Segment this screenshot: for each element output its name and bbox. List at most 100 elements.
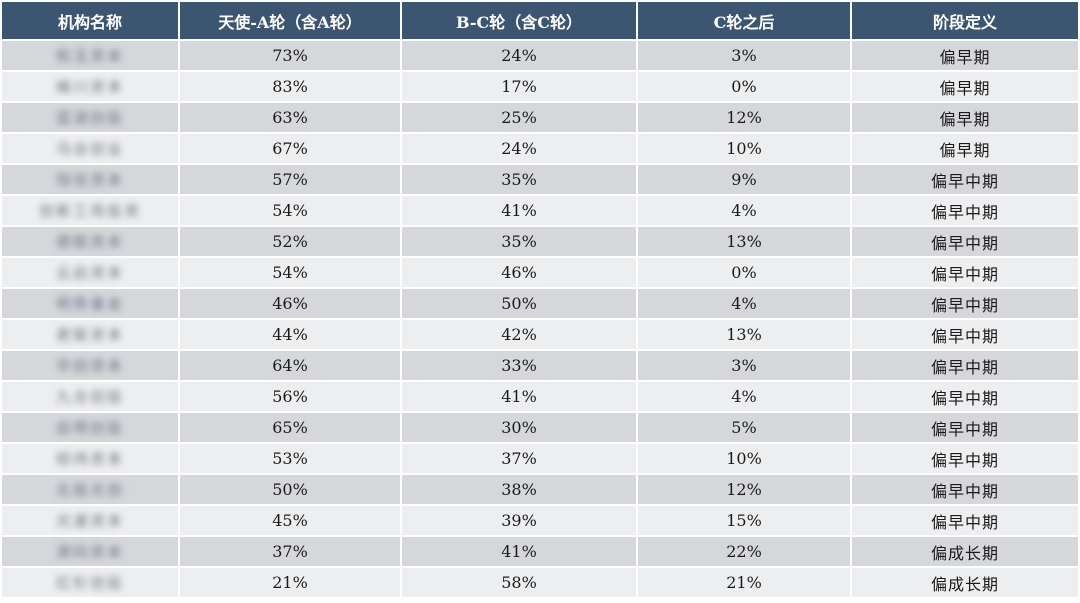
cell-institution-name: 蓝湖创投 — [2, 103, 178, 132]
cell-stage: 偏早中期 — [852, 227, 1078, 256]
cell-b-c: 35% — [402, 165, 636, 194]
cell-b-c: 35% — [402, 227, 636, 256]
header-stage: 阶段定义 — [852, 2, 1078, 39]
blurred-institution-name: 光速资本 — [55, 512, 124, 530]
header-after-c: C轮之后 — [638, 2, 850, 39]
cell-b-c: 37% — [402, 444, 636, 473]
cell-institution-name: 光速资本 — [2, 506, 178, 535]
blurred-institution-name: 峰川资本 — [55, 78, 124, 96]
cell-institution-name: 恒信资本 — [2, 165, 178, 194]
cell-institution-name: 红杉创投 — [2, 568, 178, 597]
cell-after-c: 13% — [638, 320, 850, 349]
blurred-institution-name: 创新工场投资 — [38, 202, 141, 220]
cell-after-c: 3% — [638, 351, 850, 380]
cell-b-c: 38% — [402, 475, 636, 504]
blurred-institution-name: 乌谷创业 — [55, 140, 124, 158]
cell-after-c: 12% — [638, 475, 850, 504]
cell-angel-a: 64% — [180, 351, 400, 380]
cell-angel-a: 37% — [180, 537, 400, 566]
cell-after-c: 4% — [638, 196, 850, 225]
cell-institution-name: 经纬资本 — [2, 444, 178, 473]
cell-institution-name: 华创资本 — [2, 351, 178, 380]
cell-institution-name: 君联资本 — [2, 320, 178, 349]
table-row: 九合创投 56% 41% 4% 偏早中期 — [2, 382, 1078, 411]
cell-after-c: 12% — [638, 103, 850, 132]
cell-stage: 偏早中期 — [852, 475, 1078, 504]
cell-angel-a: 67% — [180, 134, 400, 163]
cell-after-c: 0% — [638, 72, 850, 101]
blurred-institution-name: 红杉创投 — [55, 574, 124, 592]
cell-after-c: 3% — [638, 41, 850, 70]
blurred-institution-name: 恒信资本 — [55, 171, 124, 189]
cell-after-c: 0% — [638, 258, 850, 287]
cell-stage: 偏早中期 — [852, 413, 1078, 442]
cell-institution-name: 云启资本 — [2, 258, 178, 287]
cell-b-c: 39% — [402, 506, 636, 535]
blurred-institution-name: 启明创投 — [55, 419, 124, 437]
cell-stage: 偏早中期 — [852, 165, 1078, 194]
cell-b-c: 17% — [402, 72, 636, 101]
blurred-institution-name: 明势基金 — [55, 295, 124, 313]
cell-institution-name: 源码资本 — [2, 537, 178, 566]
cell-stage: 偏早期 — [852, 134, 1078, 163]
cell-after-c: 4% — [638, 289, 850, 318]
cell-stage: 偏早中期 — [852, 258, 1078, 287]
cell-b-c: 46% — [402, 258, 636, 287]
cell-stage: 偏早中期 — [852, 506, 1078, 535]
header-institution: 机构名称 — [2, 2, 178, 39]
table-row: 恒信资本 57% 35% 9% 偏早中期 — [2, 165, 1078, 194]
cell-stage: 偏早中期 — [852, 320, 1078, 349]
cell-b-c: 24% — [402, 134, 636, 163]
cell-b-c: 41% — [402, 382, 636, 411]
table-row: 君联资本 44% 42% 13% 偏早中期 — [2, 320, 1078, 349]
cell-stage: 偏早期 — [852, 41, 1078, 70]
blurred-institution-name: 和玉资本 — [55, 47, 124, 65]
cell-stage: 偏早中期 — [852, 382, 1078, 411]
cell-b-c: 41% — [402, 537, 636, 566]
table-row: 光速资本 45% 39% 15% 偏早中期 — [2, 506, 1078, 535]
cell-institution-name: 明势基金 — [2, 289, 178, 318]
cell-b-c: 24% — [402, 41, 636, 70]
table-row: 和玉资本 73% 24% 3% 偏早期 — [2, 41, 1078, 70]
table-row: 云启资本 54% 46% 0% 偏早中期 — [2, 258, 1078, 287]
cell-after-c: 13% — [638, 227, 850, 256]
header-b-c: B-C轮（含C轮） — [402, 2, 636, 39]
blurred-institution-name: 蓝湖创投 — [55, 109, 124, 127]
blurred-institution-name: 华创资本 — [55, 357, 124, 375]
cell-after-c: 10% — [638, 134, 850, 163]
cell-institution-name: 北极光创 — [2, 475, 178, 504]
header-row: 机构名称 天使-A轮（含A轮） B-C轮（含C轮） C轮之后 阶段定义 — [2, 2, 1078, 39]
cell-stage: 偏早中期 — [852, 444, 1078, 473]
cell-after-c: 5% — [638, 413, 850, 442]
cell-angel-a: 50% — [180, 475, 400, 504]
cell-b-c: 41% — [402, 196, 636, 225]
cell-stage: 偏早期 — [852, 72, 1078, 101]
table-row: 红杉创投 21% 58% 21% 偏成长期 — [2, 568, 1078, 597]
blurred-institution-name: 源码资本 — [55, 543, 124, 561]
cell-b-c: 42% — [402, 320, 636, 349]
cell-stage: 偏早期 — [852, 103, 1078, 132]
table-row: 源码资本 37% 41% 22% 偏成长期 — [2, 537, 1078, 566]
cell-stage: 偏成长期 — [852, 537, 1078, 566]
cell-b-c: 30% — [402, 413, 636, 442]
cell-after-c: 9% — [638, 165, 850, 194]
cell-b-c: 58% — [402, 568, 636, 597]
header-angel-a: 天使-A轮（含A轮） — [180, 2, 400, 39]
cell-after-c: 15% — [638, 506, 850, 535]
cell-stage: 偏成长期 — [852, 568, 1078, 597]
cell-stage: 偏早中期 — [852, 351, 1078, 380]
cell-after-c: 10% — [638, 444, 850, 473]
table-row: 启明创投 65% 30% 5% 偏早中期 — [2, 413, 1078, 442]
table-body: 和玉资本 73% 24% 3% 偏早期 峰川资本 83% 17% 0% 偏早期 蓝湖创投 63% 25%… — [2, 41, 1078, 597]
cell-angel-a: 57% — [180, 165, 400, 194]
cell-angel-a: 53% — [180, 444, 400, 473]
cell-stage: 偏早中期 — [852, 289, 1078, 318]
cell-angel-a: 83% — [180, 72, 400, 101]
cell-after-c: 22% — [638, 537, 850, 566]
cell-b-c: 33% — [402, 351, 636, 380]
table-row: 明势基金 46% 50% 4% 偏早中期 — [2, 289, 1078, 318]
cell-b-c: 50% — [402, 289, 636, 318]
cell-angel-a: 21% — [180, 568, 400, 597]
cell-angel-a: 63% — [180, 103, 400, 132]
